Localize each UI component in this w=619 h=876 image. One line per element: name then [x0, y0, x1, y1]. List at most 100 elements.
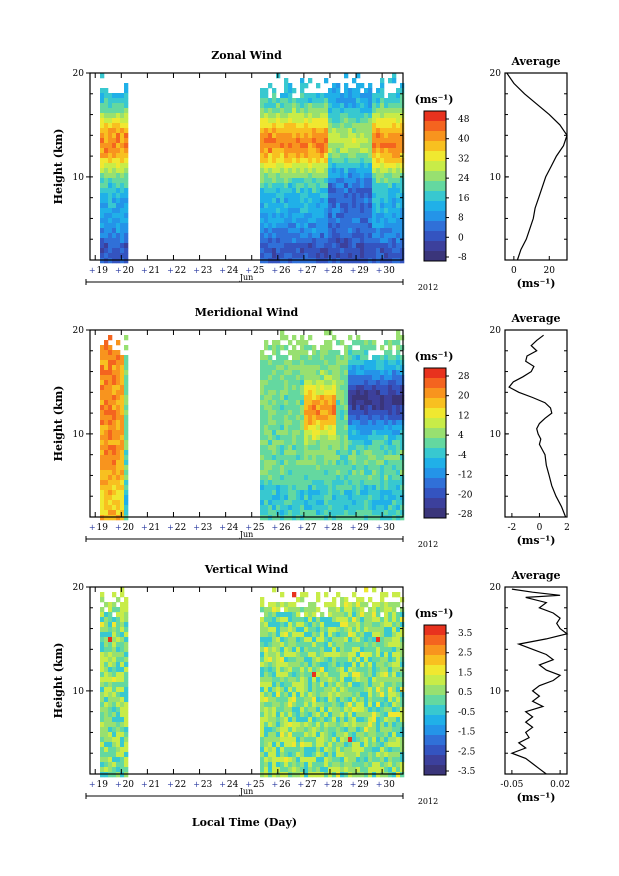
x-tick-marker: +	[115, 780, 122, 789]
x-tick-label: 22	[175, 523, 186, 533]
x-tick-marker: +	[89, 266, 96, 275]
colorbar-segment	[424, 468, 446, 479]
x-tick-label: 22	[175, 780, 186, 790]
colorbar-label: -3.5	[458, 767, 476, 777]
heatmap-cells	[100, 73, 405, 264]
colorbar-unit: (ms⁻¹)	[415, 350, 454, 363]
x-tick-label: 19	[96, 266, 108, 276]
panel-title: Vertical Wind	[204, 563, 289, 576]
colorbar-label: 48	[458, 115, 470, 125]
average-x-label: (ms⁻¹)	[517, 277, 556, 290]
colorbar-segment	[424, 498, 446, 509]
x-tick-marker: +	[141, 780, 148, 789]
colorbar-label: -28	[458, 510, 473, 520]
colorbar-label: 28	[458, 372, 470, 382]
colorbar-label: 12	[458, 411, 469, 421]
x-tick-label: 29	[357, 523, 369, 533]
colorbar-segment	[424, 695, 446, 706]
colorbar-segment	[424, 765, 446, 776]
colorbar-segment	[424, 121, 446, 132]
colorbar-segment	[424, 635, 446, 646]
average-x-tick-label: -2	[507, 523, 516, 533]
colorbar-segment	[424, 428, 446, 439]
x-tick-label: 23	[201, 523, 213, 533]
plot-frame	[89, 329, 404, 518]
x-tick-marker: +	[324, 523, 331, 532]
heatmap-cells	[100, 330, 405, 521]
colorbar-frame	[423, 110, 447, 262]
colorbar-segment	[424, 655, 446, 666]
average-x-tick-label: 0.02	[550, 780, 570, 790]
x-tick-marker: +	[271, 266, 278, 275]
colorbar-segment	[424, 211, 446, 222]
x-tick-marker: +	[115, 266, 122, 275]
x-tick-marker: +	[141, 523, 148, 532]
average-x-tick-label: 0	[511, 266, 517, 276]
x-tick-label: 27	[305, 780, 317, 790]
x-tick-label: 19	[96, 523, 108, 533]
x-tick-marker: +	[350, 780, 357, 789]
colorbar-label: -2.5	[458, 747, 476, 757]
x-tick-marker: +	[245, 780, 252, 789]
average-frame	[504, 586, 568, 775]
average-title: Average	[510, 312, 560, 325]
colorbar-segment	[424, 231, 446, 242]
x-tick-label: 23	[201, 780, 213, 790]
colorbar-label: 32	[458, 154, 469, 164]
colorbar-segment	[424, 181, 446, 192]
colorbar-label: 24	[458, 174, 470, 184]
colorbar-segment	[424, 645, 446, 656]
x-tick-label: 30	[383, 523, 395, 533]
x-tick-marker: +	[376, 523, 383, 532]
average-x-tick-label: -0.05	[500, 780, 523, 790]
colorbar-label: 3.5	[458, 629, 473, 639]
x-tick-label: 30	[383, 780, 395, 790]
colorbar-label: 0.5	[458, 688, 473, 698]
plot-frame	[89, 72, 404, 261]
colorbar-segment	[424, 378, 446, 389]
colorbar-segment	[424, 111, 446, 122]
y-tick-label: 10	[73, 687, 85, 697]
colorbar-segment	[424, 201, 446, 212]
colorbar-segment	[424, 131, 446, 142]
colorbar-label: 2.5	[458, 649, 473, 659]
x-tick-label: 28	[331, 523, 343, 533]
colorbar-segment	[424, 735, 446, 746]
x-tick-marker: +	[167, 523, 174, 532]
average-title: Average	[510, 55, 560, 68]
colorbar-segment	[424, 665, 446, 676]
x-tick-label: 25	[253, 523, 265, 533]
month-label: Jun	[239, 273, 254, 282]
x-tick-label: 24	[227, 266, 239, 276]
x-tick-label: 21	[149, 523, 160, 533]
year-label: 2012	[418, 283, 438, 292]
colorbar-segment	[424, 675, 446, 686]
colorbar-unit: (ms⁻¹)	[415, 93, 454, 106]
colorbar-label: -1.5	[458, 728, 476, 738]
average-y-tick-label: 20	[490, 326, 502, 336]
colorbar-segment	[424, 705, 446, 716]
x-tick-label: 21	[149, 266, 160, 276]
colorbar-segment	[424, 685, 446, 696]
colorbar-segment	[424, 418, 446, 429]
x-tick-label: 24	[227, 780, 239, 790]
colorbar-label: -0.5	[458, 708, 476, 718]
colorbar-segment	[424, 625, 446, 636]
colorbar-segment	[424, 161, 446, 172]
colorbar-label: 16	[458, 194, 470, 204]
x-tick-marker: +	[271, 780, 278, 789]
colorbar-label: 8	[458, 214, 464, 224]
colorbar-label: -12	[458, 471, 473, 481]
year-label: 2012	[418, 797, 438, 806]
y-axis-label: Height (km)	[52, 386, 65, 462]
x-tick-label: 26	[279, 523, 291, 533]
x-tick-label: 24	[227, 523, 239, 533]
colorbar-segment	[424, 408, 446, 419]
colorbar-frame	[423, 624, 447, 776]
y-axis-label: Height (km)	[52, 643, 65, 719]
average-x-tick-label: 2	[564, 523, 570, 533]
x-tick-marker: +	[271, 523, 278, 532]
colorbar-segment	[424, 745, 446, 756]
x-tick-label: 25	[253, 266, 265, 276]
